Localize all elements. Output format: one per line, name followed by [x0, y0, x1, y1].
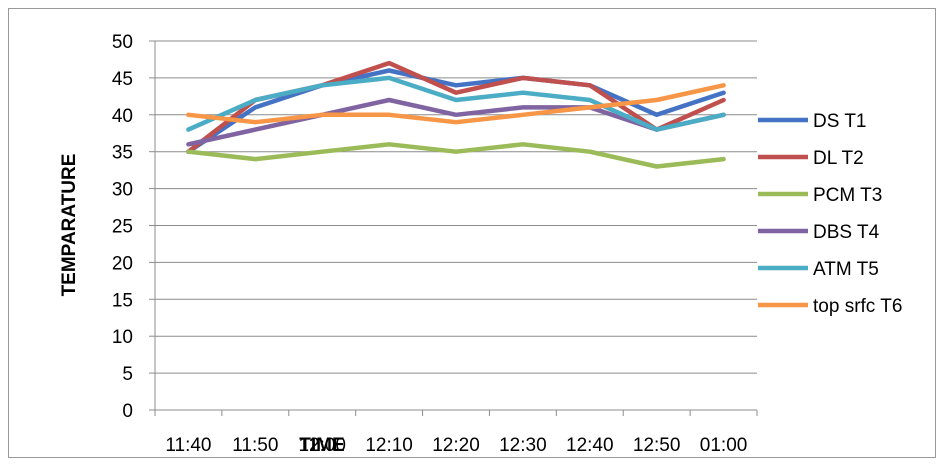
y-tick-label: 20	[112, 253, 133, 274]
x-tick-label: 12:30	[499, 435, 547, 456]
legend-label: ATM T5	[813, 259, 879, 280]
y-tick-label: 10	[112, 327, 133, 348]
series-line-3	[186, 142, 726, 169]
legend: DS T1 DL T2 PCM T3 DBS T4 ATM T5 top srfc T6	[758, 111, 902, 317]
y-tick-label: 30	[112, 180, 133, 201]
y-tick-label: 45	[112, 69, 133, 90]
y-tick-label: 5	[122, 364, 133, 385]
x-tick-label: 11:50	[232, 435, 278, 456]
x-tick-label: 12:00	[298, 435, 346, 456]
y-tick-label: 25	[112, 217, 133, 238]
y-tick-label: 50	[112, 32, 133, 53]
legend-label: PCM T3	[813, 185, 882, 206]
legend-label: DBS T4	[813, 222, 880, 243]
series-line-5	[186, 75, 726, 132]
x-tick-label: 12:10	[365, 435, 413, 456]
legend-label: DL T2	[813, 148, 864, 169]
x-tick-label: 12:20	[432, 435, 480, 456]
x-tick-label: 11:40	[165, 435, 211, 456]
y-axis-title: TEMPARATURE	[59, 154, 80, 297]
x-axis-title: TIME	[299, 435, 344, 456]
gridlines	[155, 40, 757, 374]
legend-label: DS T1	[813, 111, 867, 132]
y-tick-label: 15	[112, 290, 133, 311]
series-line-4	[186, 97, 726, 147]
series-line-6	[186, 83, 726, 125]
x-tick-label: 01:00	[700, 435, 748, 456]
tick-labels: 0 5 10 15 20 25 30 35 40 45 50 11:40 11:50 12:00 12:10…	[112, 32, 747, 456]
axes	[149, 40, 758, 416]
y-tick-label: 35	[112, 143, 133, 164]
series-line-1	[186, 68, 726, 154]
y-tick-label: 0	[122, 401, 133, 422]
series-lines	[186, 60, 726, 169]
y-tick-label: 40	[112, 106, 133, 127]
legend-label: top srfc T6	[813, 296, 902, 317]
x-tick-label: 12:40	[566, 435, 614, 456]
x-tick-label: 12:50	[633, 435, 681, 456]
